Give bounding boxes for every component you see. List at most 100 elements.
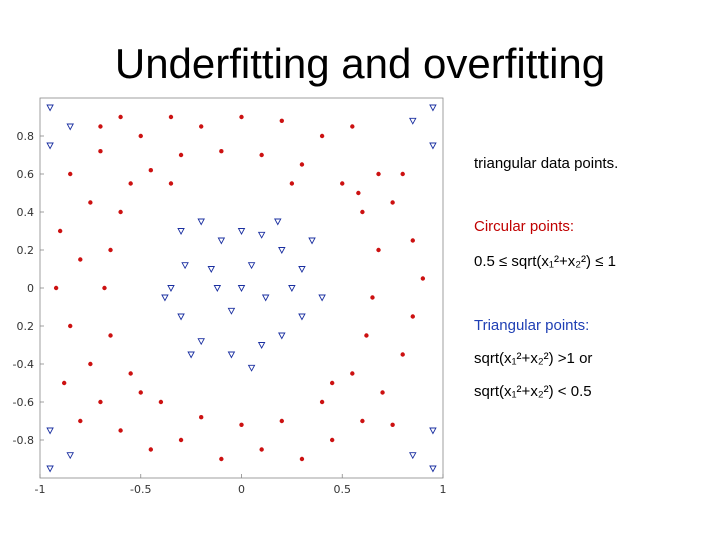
slide-title: Underfitting and overfitting bbox=[114, 40, 606, 87]
triangle-point bbox=[278, 332, 286, 340]
triangle-point bbox=[257, 231, 266, 239]
circle-point bbox=[148, 447, 154, 452]
y-tick-label: 0.2 bbox=[17, 320, 35, 333]
circle-point bbox=[138, 133, 143, 139]
circle-point bbox=[410, 314, 415, 319]
triangle-point bbox=[177, 313, 185, 321]
triangle-point bbox=[46, 465, 54, 473]
circle-point bbox=[364, 333, 369, 338]
circle-point bbox=[118, 428, 123, 433]
triangle-point bbox=[261, 294, 270, 302]
circle-point bbox=[360, 418, 365, 424]
circle-point bbox=[376, 171, 381, 177]
circle-point bbox=[329, 380, 335, 386]
y-tick-label: 0.8 bbox=[17, 130, 35, 143]
triangle-point bbox=[197, 218, 205, 226]
triangular-rule-2: sqrt(x₁²+x₂²) < 0.5 bbox=[474, 383, 592, 400]
circle-point bbox=[68, 323, 73, 329]
triangle-point bbox=[197, 338, 205, 346]
circle-point bbox=[98, 149, 103, 154]
triangle-point bbox=[46, 427, 54, 435]
y-axis-ticks: 0.8 0.6 0.4 0.2 0 0.2 -0.4 -0.6 -0.8 bbox=[13, 130, 44, 447]
circle-point bbox=[102, 285, 107, 291]
triangle-point bbox=[227, 307, 236, 315]
triangle-point bbox=[274, 218, 282, 226]
triangle-point bbox=[66, 123, 74, 131]
circle-point bbox=[98, 399, 103, 405]
circle-point bbox=[98, 124, 103, 129]
circle-point bbox=[400, 171, 405, 177]
triangle-point bbox=[181, 262, 189, 270]
triangle-point bbox=[429, 142, 437, 150]
circle-point bbox=[78, 257, 83, 262]
circle-point bbox=[319, 133, 325, 139]
triangle-point bbox=[278, 247, 286, 254]
triangle-point bbox=[429, 104, 437, 112]
circle-point bbox=[299, 162, 305, 167]
triangle-point bbox=[298, 313, 306, 321]
triangle-point bbox=[227, 351, 236, 359]
circle-point bbox=[239, 114, 244, 120]
circle-point bbox=[219, 149, 224, 154]
triangle-point bbox=[298, 266, 306, 273]
circle-point bbox=[199, 415, 204, 420]
y-tick-label: -0.8 bbox=[13, 434, 34, 447]
x-tick-label: 0 bbox=[238, 483, 245, 495]
x-tick-label: -0.5 bbox=[130, 483, 151, 495]
circle-point bbox=[168, 114, 174, 120]
circular-heading: Circular points: bbox=[474, 218, 575, 235]
circle-point bbox=[400, 352, 405, 357]
triangle-point bbox=[247, 364, 256, 372]
triangle-point bbox=[429, 427, 437, 435]
circle-point bbox=[178, 437, 184, 443]
triangle-point bbox=[213, 285, 222, 292]
y-tick-label: 0.4 bbox=[17, 206, 35, 219]
circle-point bbox=[340, 181, 345, 186]
triangle-point bbox=[167, 285, 175, 292]
triangle-point bbox=[247, 262, 256, 270]
circle-point bbox=[178, 152, 184, 158]
circular-rule: 0.5 ≤ sqrt(x₁²+x₂²) ≤ 1 bbox=[474, 253, 616, 270]
triangle-point bbox=[177, 228, 185, 235]
circle-point bbox=[128, 371, 133, 376]
circle-point bbox=[158, 399, 164, 405]
circle-point bbox=[68, 171, 73, 177]
circle-point bbox=[88, 200, 93, 205]
triangle-point bbox=[409, 452, 417, 460]
triangle-point bbox=[187, 351, 195, 359]
circle-point bbox=[118, 209, 123, 215]
circle-point bbox=[61, 380, 67, 386]
circle-point bbox=[390, 200, 395, 205]
circle-point bbox=[78, 418, 83, 424]
triangle-point bbox=[308, 237, 316, 245]
circle-point bbox=[376, 247, 381, 253]
circle-point bbox=[319, 399, 325, 405]
x-tick-label: -1 bbox=[35, 483, 46, 495]
circle-point bbox=[199, 124, 204, 129]
circle-point bbox=[350, 124, 355, 129]
circle-point bbox=[138, 390, 143, 395]
circle-point bbox=[279, 118, 284, 123]
x-axis-ticks: -1 -0.5 0 0.5 1 bbox=[35, 474, 447, 495]
triangular-rule-1: sqrt(x₁²+x₂²) >1 or bbox=[474, 350, 593, 367]
circle-point bbox=[410, 238, 415, 243]
y-tick-label: 0.6 bbox=[17, 168, 35, 181]
circle-point bbox=[279, 418, 284, 424]
circle-point bbox=[148, 168, 154, 173]
triangle-point bbox=[257, 342, 266, 349]
circle-point bbox=[350, 371, 355, 376]
circle-point bbox=[380, 390, 385, 395]
triangle-point bbox=[237, 228, 246, 235]
triangle-point bbox=[46, 142, 54, 150]
y-tick-label: 0.2 bbox=[17, 244, 35, 257]
triangle-point bbox=[429, 465, 437, 473]
triangle-point bbox=[288, 285, 296, 292]
circle-point bbox=[118, 114, 123, 120]
scatter-plot: 0.8 0.6 0.4 0.2 0 0.2 -0.4 -0.6 -0.8 -1 -0.5 0 0.5 1 bbox=[13, 97, 447, 495]
circle-point bbox=[259, 447, 264, 452]
circle-point bbox=[370, 295, 375, 300]
circle-point bbox=[239, 422, 244, 427]
x-tick-label: 1 bbox=[440, 483, 447, 495]
plot-area bbox=[39, 97, 444, 479]
circle-point bbox=[299, 456, 305, 462]
